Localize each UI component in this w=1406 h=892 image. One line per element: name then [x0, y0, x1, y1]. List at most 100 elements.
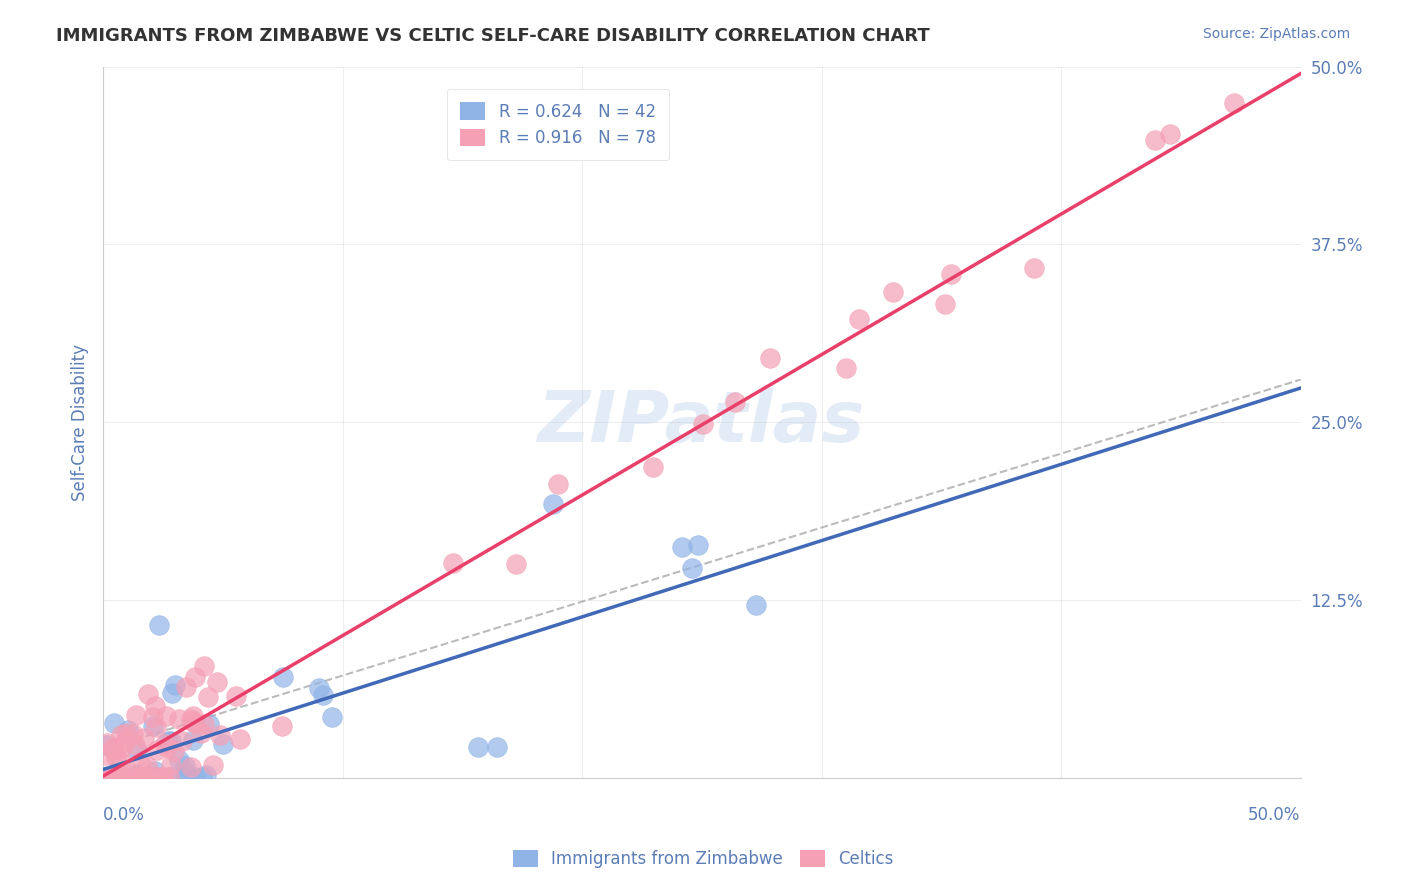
Point	[759, 351, 782, 365]
Point	[541, 497, 564, 511]
Point	[183, 709, 205, 723]
Point	[105, 750, 128, 764]
Legend: Immigrants from Zimbabwe, Celtics: Immigrants from Zimbabwe, Celtics	[506, 843, 900, 875]
Point	[146, 743, 169, 757]
Point	[132, 770, 155, 784]
Point	[167, 753, 190, 767]
Point	[156, 739, 179, 754]
Point	[692, 417, 714, 432]
Point	[141, 710, 163, 724]
Point	[208, 728, 231, 742]
Y-axis label: Self-Care Disability: Self-Care Disability	[72, 343, 89, 500]
Point	[135, 758, 157, 772]
Point	[105, 770, 128, 784]
Point	[141, 770, 163, 784]
Point	[197, 690, 219, 704]
Point	[143, 764, 166, 778]
Point	[125, 707, 148, 722]
Point	[835, 360, 858, 375]
Point	[157, 770, 180, 784]
Point	[183, 715, 205, 730]
Point	[167, 712, 190, 726]
Point	[184, 770, 207, 784]
Point	[98, 770, 121, 784]
Point	[129, 770, 152, 784]
Point	[173, 767, 195, 781]
Point	[160, 757, 183, 772]
Point	[485, 739, 508, 754]
Point	[190, 726, 212, 740]
Point	[121, 770, 143, 784]
Point	[1144, 133, 1167, 147]
Text: Source: ZipAtlas.com: Source: ZipAtlas.com	[1202, 27, 1350, 41]
Point	[201, 757, 224, 772]
Point	[155, 709, 177, 723]
Point	[671, 540, 693, 554]
Point	[115, 764, 138, 778]
Point	[103, 743, 125, 757]
Point	[110, 756, 132, 770]
Point	[100, 770, 122, 784]
Point	[148, 618, 170, 632]
Text: IMMIGRANTS FROM ZIMBABWE VS CELTIC SELF-CARE DISABILITY CORRELATION CHART: IMMIGRANTS FROM ZIMBABWE VS CELTIC SELF-…	[56, 27, 929, 45]
Point	[172, 734, 194, 748]
Point	[131, 759, 153, 773]
Point	[96, 737, 118, 751]
Point	[184, 670, 207, 684]
Point	[157, 733, 180, 747]
Point	[145, 698, 167, 713]
Legend: R = 0.624   N = 42, R = 0.916   N = 78: R = 0.624 N = 42, R = 0.916 N = 78	[447, 89, 669, 161]
Point	[745, 598, 768, 612]
Point	[160, 686, 183, 700]
Point	[142, 719, 165, 733]
Point	[681, 561, 703, 575]
Point	[94, 748, 117, 763]
Point	[111, 770, 134, 784]
Point	[114, 735, 136, 749]
Point	[643, 460, 665, 475]
Point	[181, 714, 204, 728]
Point	[124, 738, 146, 752]
Text: 50.0%: 50.0%	[1249, 806, 1301, 824]
Point	[205, 675, 228, 690]
Point	[193, 717, 215, 731]
Point	[155, 737, 177, 751]
Point	[688, 538, 710, 552]
Point	[191, 770, 214, 784]
Point	[152, 770, 174, 784]
Point	[145, 720, 167, 734]
Point	[94, 770, 117, 784]
Point	[225, 689, 247, 703]
Point	[117, 723, 139, 738]
Point	[547, 476, 569, 491]
Point	[162, 744, 184, 758]
Point	[103, 741, 125, 756]
Point	[104, 770, 127, 784]
Point	[135, 770, 157, 784]
Point	[110, 770, 132, 784]
Point	[110, 770, 132, 784]
Point	[194, 768, 217, 782]
Point	[136, 688, 159, 702]
Point	[228, 732, 250, 747]
Point	[176, 681, 198, 695]
Point	[1223, 95, 1246, 110]
Point	[150, 770, 173, 784]
Point	[122, 726, 145, 740]
Point	[115, 726, 138, 740]
Point	[125, 767, 148, 781]
Point	[134, 731, 156, 745]
Point	[198, 716, 221, 731]
Point	[103, 715, 125, 730]
Point	[181, 732, 204, 747]
Text: ZIPatlas: ZIPatlas	[538, 388, 866, 457]
Point	[174, 765, 197, 780]
Point	[193, 659, 215, 673]
Point	[132, 770, 155, 784]
Point	[135, 770, 157, 784]
Point	[134, 770, 156, 784]
Point	[723, 395, 745, 409]
Point	[271, 670, 294, 684]
Point	[441, 556, 464, 570]
Point	[180, 712, 202, 726]
